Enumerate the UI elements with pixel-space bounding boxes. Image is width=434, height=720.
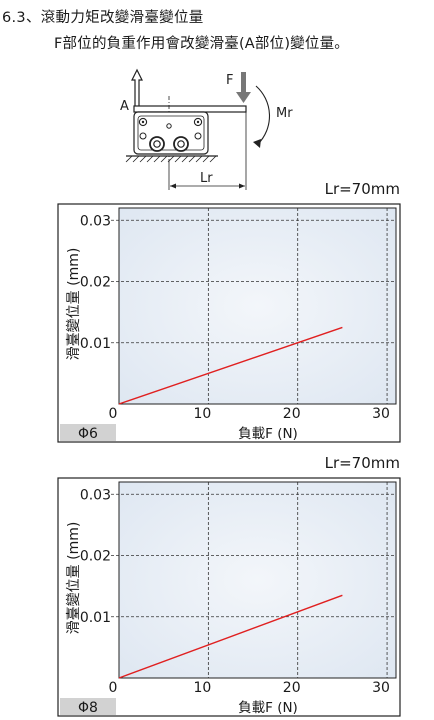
- y-tick-labels: 0.03 0.02 0.01: [80, 213, 111, 352]
- section-heading: 6.3、滾動力矩改變滑臺變位量: [2, 10, 204, 26]
- x-tick-label: 0: [109, 406, 118, 422]
- series-lines: [118, 326, 343, 405]
- grid-x: [207, 208, 388, 404]
- chart-title: Lr=70mm: [325, 454, 400, 472]
- label-lr: Lr: [200, 171, 213, 186]
- slide-table-diagram: A F Mr: [120, 68, 293, 190]
- y-tick-label: 0.02: [80, 549, 111, 565]
- plot-area: [119, 208, 396, 404]
- label-mr: Mr: [276, 106, 293, 121]
- y-tick-label: 0.03: [80, 487, 111, 503]
- plot-area: [119, 482, 396, 678]
- chart-phi8: Lr=70mm 0 10 20 30 0.030.020.01 滑臺變位量 (mm) …: [57, 454, 401, 717]
- x-axis-label: 負載F (N): [238, 426, 298, 442]
- x-tick-label: 10: [193, 680, 211, 696]
- grid-y: [111, 219, 396, 344]
- lift-arrow-icon: [131, 68, 143, 110]
- slide-body: [133, 111, 209, 155]
- size-tag-bg: [60, 698, 116, 715]
- x-axis-label: 負載F (N): [238, 700, 298, 716]
- x-tick-labels: 0 10 20 30: [109, 680, 390, 696]
- lr-dimension: [168, 112, 247, 190]
- grid-x: [207, 482, 388, 678]
- ground-hatch: [125, 155, 218, 163]
- load-arrow-icon: [236, 72, 251, 103]
- x-tick-label: 20: [283, 680, 301, 696]
- x-tick-label: 20: [283, 406, 301, 422]
- x-tick-labels: 0 10 20 30: [109, 406, 390, 422]
- chart-phi6: Lr=70mm 0 10 20 30 0.030.020.01 滑臺變位量 (mm) …: [57, 180, 401, 443]
- x-tick-label: 30: [372, 406, 390, 422]
- section-subheading: F部位的負重作用會改變滑臺(A部位)變位量。: [54, 36, 349, 52]
- size-tag: Φ6: [78, 426, 98, 442]
- plot-border: [118, 207, 397, 405]
- series-line: [118, 326, 343, 405]
- y-tick-label: 0.02: [80, 275, 111, 291]
- moment-arrow-icon: [253, 85, 271, 148]
- y-tick-label: 0.03: [80, 213, 111, 229]
- label-f: F: [226, 73, 233, 88]
- x-tick-label: 0: [109, 680, 118, 696]
- size-tag-bg: [60, 424, 116, 441]
- plot-border: [118, 481, 397, 679]
- grid-y: [111, 493, 396, 618]
- series-line: [118, 594, 343, 679]
- chart-title: Lr=70mm: [325, 180, 400, 198]
- size-tag: Φ8: [78, 700, 98, 716]
- series-lines: [118, 594, 343, 679]
- y-axis-label: 滑臺變位量 (mm): [65, 248, 82, 361]
- label-a: A: [120, 99, 129, 114]
- x-tick-label: 30: [372, 680, 390, 696]
- y-tick-label: 0.01: [80, 336, 111, 352]
- y-tick-label: 0.01: [80, 610, 111, 626]
- y-axis-label: 滑臺變位量 (mm): [65, 522, 82, 635]
- top-plate: [133, 105, 247, 113]
- x-tick-label: 10: [193, 406, 211, 422]
- y-tick-labels: 0.03 0.02 0.01: [80, 487, 111, 626]
